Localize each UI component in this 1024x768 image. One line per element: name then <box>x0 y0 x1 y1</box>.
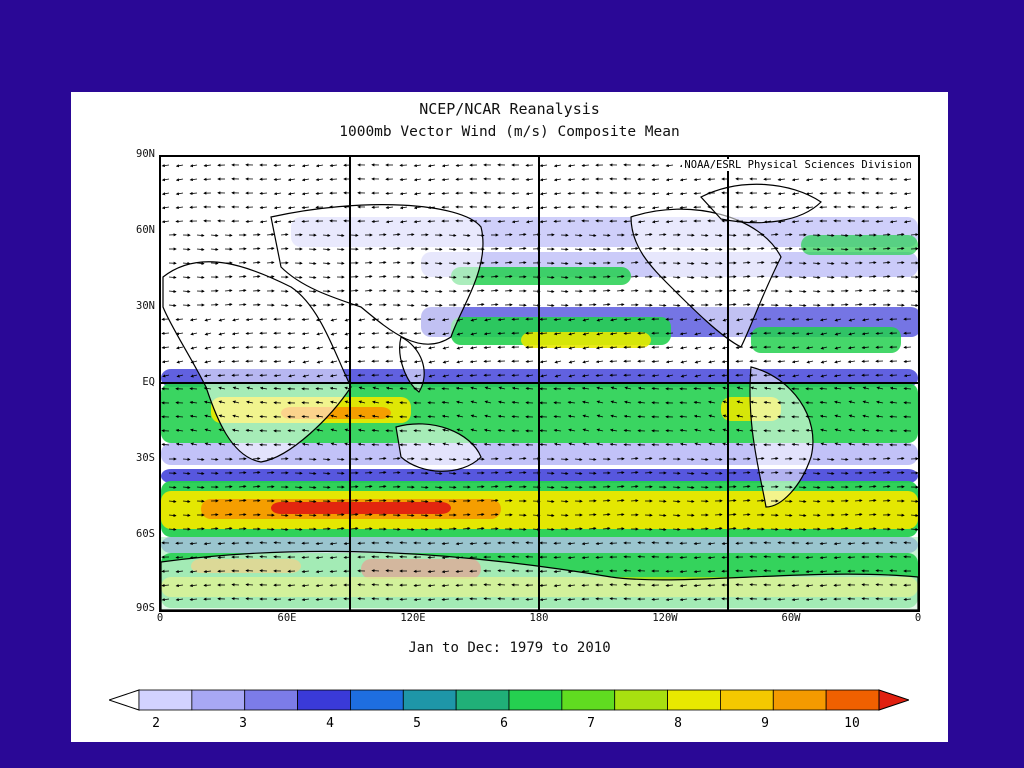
grid-lines <box>161 157 918 610</box>
colorbar-label-5: 5 <box>413 716 421 731</box>
colorbar-label-4: 4 <box>326 716 334 731</box>
lon-label-60e: 60E <box>277 612 297 624</box>
colorbar-label-9: 9 <box>761 716 769 731</box>
colorbar-label-7: 7 <box>587 716 595 731</box>
figure-title: NCEP/NCAR Reanalysis <box>419 100 600 118</box>
lon-label-0-east: 0 <box>914 612 922 624</box>
colorbar-label-3: 3 <box>239 716 247 731</box>
wind-vectors <box>161 163 918 602</box>
lon-label-60w: 60W <box>781 612 801 624</box>
wind-field-svg <box>161 157 918 610</box>
lon-label-180: 180 <box>529 612 549 624</box>
colorbar-label-10: 10 <box>844 716 860 731</box>
figure-subtitle: 1000mb Vector Wind (m/s) Composite Mean <box>339 124 680 140</box>
figure-panel: NCEP/NCAR Reanalysis 1000mb Vector Wind … <box>71 92 948 742</box>
lat-label-60s: 60S <box>136 528 155 540</box>
lat-label-eq: EQ <box>142 376 155 388</box>
lat-label-30s: 30S <box>136 452 155 464</box>
credit-label: NOAA/ESRL Physical Sciences Division <box>682 159 914 171</box>
date-range-label: Jan to Dec: 1979 to 2010 <box>408 640 611 656</box>
lon-label-120e: 120E <box>400 612 426 624</box>
lon-label-0: 0 <box>156 612 164 624</box>
lat-label-90n: 90N <box>136 148 155 160</box>
wind-map: NOAA/ESRL Physical Sciences Division <box>159 155 920 612</box>
colorbar-label-8: 8 <box>674 716 682 731</box>
colorbar <box>109 689 909 711</box>
lat-label-30n: 30N <box>136 300 155 312</box>
colorbar-label-6: 6 <box>500 716 508 731</box>
lon-label-120w: 120W <box>652 612 678 624</box>
lat-label-90s: 90S <box>136 602 155 614</box>
lat-label-60n: 60N <box>136 224 155 236</box>
colorbar-label-2: 2 <box>152 716 160 731</box>
